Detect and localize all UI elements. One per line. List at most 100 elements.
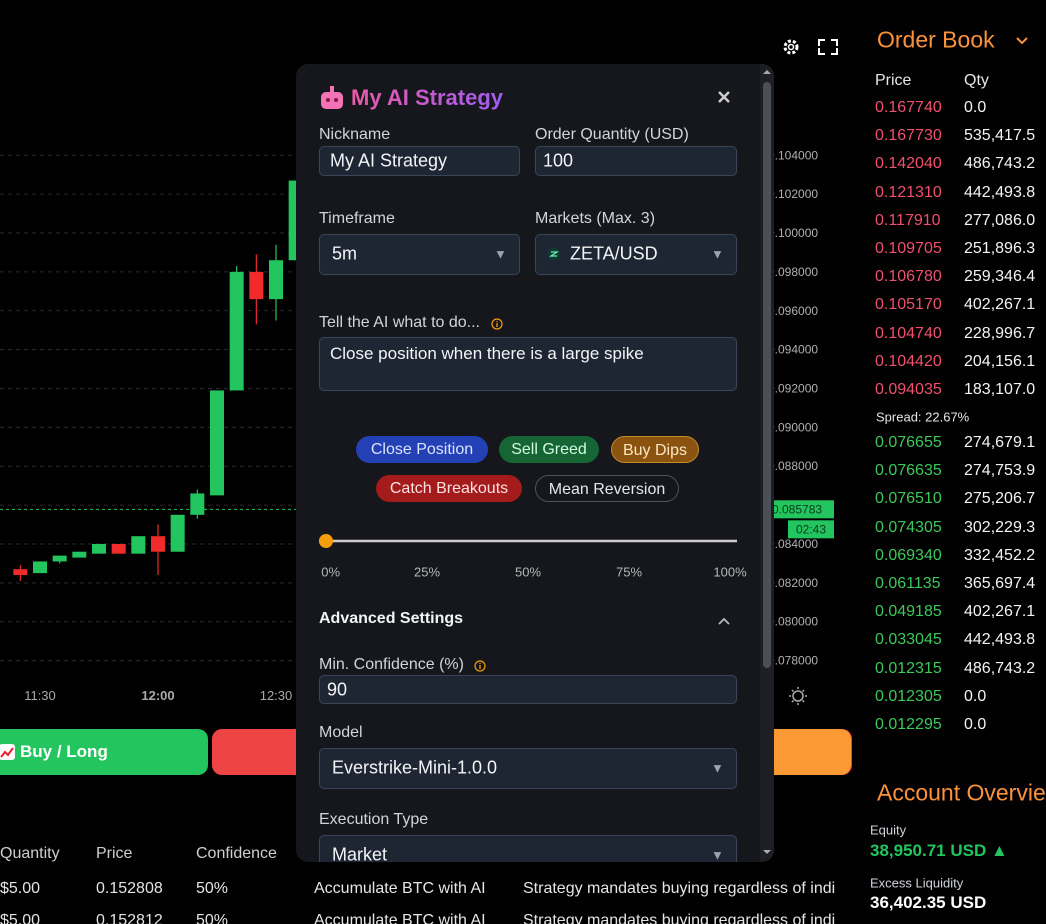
ob-qty: 365,697.4 [964, 575, 1036, 592]
equity-value: 38,950.71 USD ▲ [870, 841, 1008, 860]
y-tick-label: 0.080000 [768, 615, 818, 629]
select-arrow: ▼ [494, 246, 507, 262]
candle-body [229, 271, 244, 391]
select-value: ZETA/USD [570, 243, 658, 264]
ob-price: 0.142040 [875, 155, 942, 173]
ob-qty: 204,156.1 [964, 352, 1036, 370]
ob-qty: 274,679.1 [964, 434, 1036, 451]
ob-qty: 274,753.9 [964, 462, 1036, 480]
ob-price: 0.109705 [875, 240, 942, 257]
ob-price: 0.094035 [875, 381, 942, 398]
candle-body [72, 551, 87, 558]
x-tick-label: 11:30 [24, 688, 56, 703]
order-book-title[interactable]: Order Book [877, 26, 995, 53]
table-cell: 0.152812 [96, 912, 163, 924]
y-tick-label: 0.094000 [768, 343, 818, 357]
slider-tick-label: 0% [321, 564, 341, 580]
header: Qty [964, 72, 989, 89]
scroll-arrows[interactable] [760, 64, 774, 862]
table-cell: $5.00 [0, 880, 41, 897]
strategy-chip[interactable]: Sell Greed [499, 435, 599, 463]
select-arrow: ▼ [711, 847, 724, 863]
ob-price: 0.012315 [875, 659, 942, 677]
ob-qty: 332,452.2 [964, 546, 1036, 564]
info-icon[interactable] [474, 660, 486, 672]
settings-icon[interactable] [783, 39, 799, 55]
candle-body [190, 493, 205, 515]
fullscreen-icon[interactable] [818, 39, 838, 55]
ob-qty: 0.0 [964, 99, 987, 116]
strategy-chip[interactable]: Catch Breakouts [376, 474, 522, 502]
ob-qty: 183,107.0 [964, 381, 1036, 398]
table-cell: 50% [196, 880, 229, 897]
slider-tick-label: 100% [713, 564, 747, 580]
execution-select[interactable]: Market ▼ [319, 835, 737, 862]
ob-qty: 275,206.7 [964, 490, 1036, 508]
theme-icon[interactable] [789, 687, 807, 705]
ob-qty: 302,229.3 [964, 518, 1036, 536]
field-label: Markets (Max. 3) [535, 210, 656, 227]
candle-body [269, 260, 283, 300]
y-tick-label: 0.090000 [768, 420, 818, 434]
equity-label: Equity [870, 822, 907, 838]
field-label: Execution Type [319, 811, 429, 828]
ob-price: 0.049185 [875, 603, 942, 621]
quantity-input[interactable]: 100 [535, 146, 737, 176]
nickname-input[interactable]: My AI Strategy [319, 146, 520, 176]
slider[interactable] [296, 526, 774, 556]
table-cell: Strategy mandates buying regardless of i… [523, 912, 836, 924]
y-tick-label: 0.098000 [768, 265, 818, 279]
table-cell: $5.00 [0, 912, 41, 924]
info-icon[interactable] [491, 318, 503, 330]
ob-qty: 402,267.1 [964, 296, 1036, 314]
field-label: Model [319, 724, 363, 741]
ob-qty: 486,743.2 [964, 659, 1036, 677]
input-value: 90 [327, 679, 348, 700]
ob-price: 0.117910 [875, 211, 941, 229]
section-title[interactable]: Advanced Settings [319, 610, 464, 627]
markets-select[interactable]: ZETA/USD ▼ [535, 234, 737, 275]
candle-body [111, 543, 126, 554]
slider-tick-label: 50% [514, 564, 542, 580]
timeframe-select[interactable]: 5m ▼ [319, 234, 520, 275]
y-tick-label: 0.082000 [768, 576, 818, 590]
y-tick-label: 0.092000 [768, 382, 818, 396]
scroll-thumb[interactable] [763, 82, 771, 668]
ob-qty: 277,086.0 [964, 211, 1036, 229]
field-label: Nickname [319, 126, 391, 143]
candle-body [210, 390, 224, 496]
strategy-chip[interactable]: Close Position [356, 435, 488, 463]
spread: Spread: 22.67% [876, 409, 970, 425]
strategy-chip[interactable]: Mean Reversion [535, 474, 679, 502]
ob-price: 0.012305 [875, 687, 942, 705]
field-label: Timeframe [319, 210, 395, 227]
ob-qty: 0.0 [964, 716, 987, 733]
liquidity-value: 36,402.35 USD [870, 893, 987, 912]
ob-price: 0.061135 [875, 575, 941, 592]
strategy-modal: My AI Strategy Nickname My AI Strategy O… [296, 64, 774, 862]
table-header: Price [96, 845, 133, 862]
scrollbar[interactable] [760, 64, 774, 862]
modal-title: My AI Strategy [351, 85, 504, 110]
collapse-icon[interactable] [717, 616, 731, 626]
robot-icon [321, 86, 343, 109]
select-value: Market [332, 844, 388, 863]
prompt-textarea[interactable]: Close position when there is a large spi… [319, 337, 737, 391]
chevron[interactable] [1015, 36, 1029, 46]
ob-price: 0.105170 [875, 296, 942, 314]
countdown-tag [788, 520, 834, 539]
table-cell: Accumulate BTC with AI [314, 912, 486, 924]
input-value: 100 [543, 150, 574, 171]
account-title: Account Overview [877, 779, 1046, 806]
field-label: Tell the AI what to do... [319, 314, 480, 331]
price-tag-label: 0.085783 [772, 502, 822, 516]
model-select[interactable]: Everstrike-Mini-1.0.0 ▼ [319, 748, 737, 789]
close-icon[interactable] [718, 91, 730, 103]
buy-button[interactable]: Buy / Long [0, 729, 208, 775]
ob-price: 0.121310 [875, 183, 942, 201]
confidence-input[interactable]: 90 [319, 675, 737, 704]
table-cell: 50% [196, 912, 229, 924]
strategy-chip[interactable]: Buy Dips [611, 435, 699, 463]
ob-price: 0.106780 [875, 268, 942, 286]
